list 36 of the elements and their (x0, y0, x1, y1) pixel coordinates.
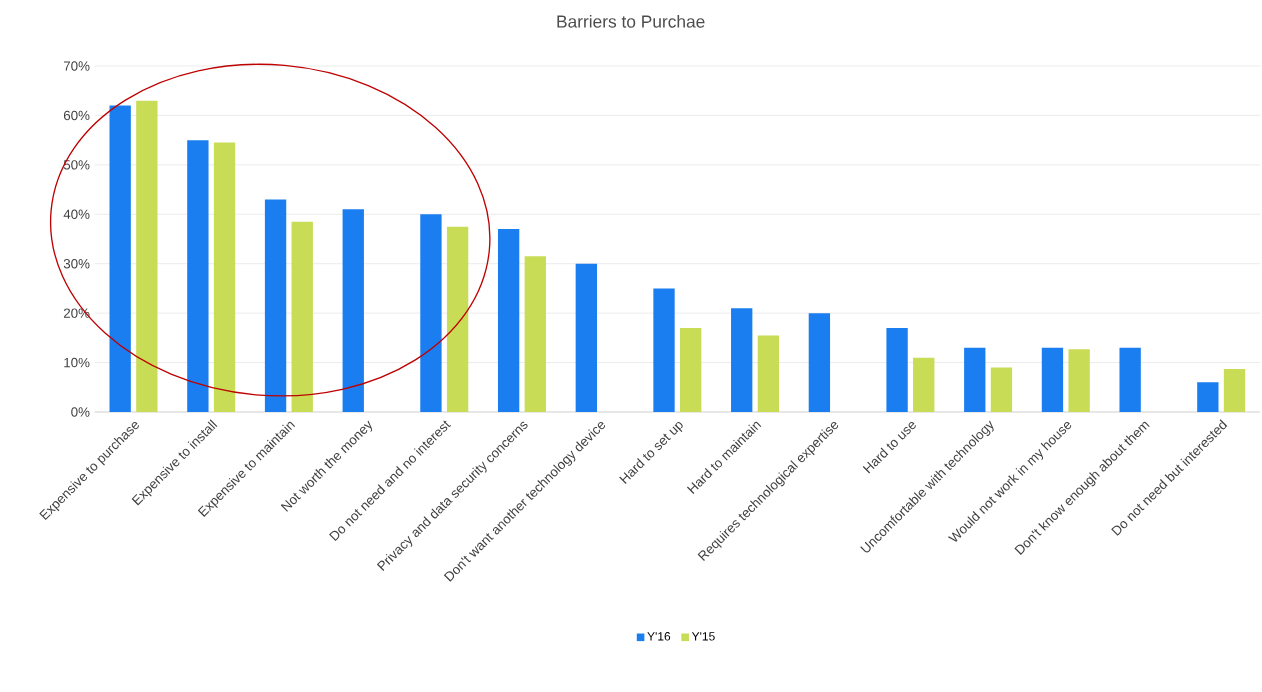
bar (497, 229, 520, 412)
y-tick-label: 70% (63, 61, 90, 71)
legend-label: Y'16 (647, 632, 671, 641)
bar (291, 221, 313, 412)
bar (653, 288, 675, 412)
y-tick-label: 30% (63, 259, 90, 269)
bar (575, 263, 597, 412)
y-tick-label: 10% (64, 357, 90, 368)
bar (342, 209, 364, 412)
bar (1041, 347, 1064, 412)
bar (213, 142, 236, 412)
y-tick-label: 0% (71, 407, 90, 417)
bar (420, 214, 442, 412)
bar (913, 357, 935, 412)
bar (264, 199, 287, 412)
y-tick-label: 40% (63, 209, 90, 219)
y-tick-label: 50% (63, 160, 90, 170)
bar (446, 226, 469, 412)
bar (886, 327, 908, 412)
bar (808, 313, 831, 412)
bar (990, 367, 1013, 412)
bar (524, 256, 546, 412)
bar (1119, 347, 1141, 412)
chart-title: Barriers to Purchae (557, 14, 705, 28)
bar (757, 335, 780, 412)
bar (680, 327, 702, 412)
bar (136, 100, 158, 412)
y-tick-label: 60% (63, 110, 90, 121)
bar (731, 308, 753, 412)
bar (1068, 349, 1090, 412)
bar (109, 105, 131, 412)
bar (1223, 368, 1246, 412)
bar (187, 140, 209, 412)
bar (964, 347, 986, 412)
bar (1197, 382, 1219, 412)
legend-label: Y'15 (691, 632, 715, 641)
